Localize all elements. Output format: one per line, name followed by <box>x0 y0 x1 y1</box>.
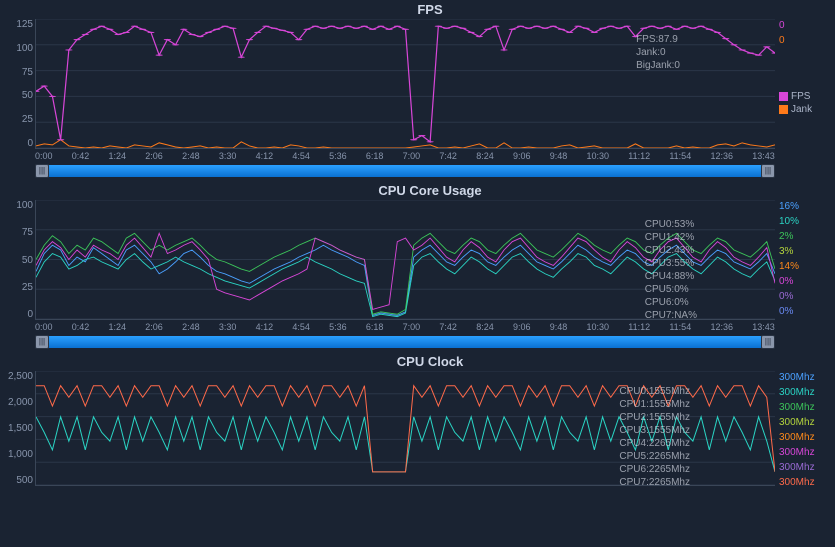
slider-handle-left[interactable]: ||| <box>35 335 49 349</box>
fps-time-slider[interactable]: ||| ||| <box>35 165 775 177</box>
cpu-usage-y-axis: 1007550250 <box>5 200 33 320</box>
fps-y-axis: 1251007550250 <box>5 19 33 149</box>
cpu-usage-chart-panel: CPU Core Usage % 1007550250 CPU0:53%CPU1… <box>0 181 835 352</box>
cpu-clock-right-values: 300Mhz300Mhz300Mhz300Mhz300Mhz300Mhz300M… <box>775 371 825 486</box>
cpu-clock-y-axis: 2,5002,0001,5001,000500 <box>5 371 33 486</box>
cpu-usage-x-axis: 0:000:421:242:062:483:304:124:545:366:18… <box>35 320 775 334</box>
fps-right-legend: 00FPSJank <box>775 19 825 149</box>
slider-handle-right[interactable]: ||| <box>761 335 775 349</box>
cpu-usage-right-values: 16%10%2%3%14%0%0%0% <box>775 200 825 320</box>
slider-handle-left[interactable]: ||| <box>35 164 49 178</box>
cpu-usage-time-slider[interactable]: ||| ||| <box>35 336 775 348</box>
cpu-usage-plot-area[interactable]: CPU0:53%CPU1:42%CPU2:43%CPU3:55%CPU4:88%… <box>35 200 775 320</box>
fps-plot-area[interactable]: FPS:87.9Jank:0BigJank:0 <box>35 19 775 149</box>
cpu-clock-stats-overlay: CPU0:1555MhzCPU1:1555MhzCPU2:1555MhzCPU3… <box>619 385 690 489</box>
fps-chart-title: FPS <box>35 2 825 17</box>
fps-chart-panel: FPS FPS 1251007550250 FPS:87.9Jank:0BigJ… <box>0 0 835 181</box>
cpu-clock-plot-area[interactable]: CPU0:1555MhzCPU1:1555MhzCPU2:1555MhzCPU3… <box>35 371 775 486</box>
slider-handle-right[interactable]: ||| <box>761 164 775 178</box>
fps-x-axis: 0:000:421:242:062:483:304:124:545:366:18… <box>35 149 775 163</box>
cpu-clock-chart-panel: CPU Clock MHz 2,5002,0001,5001,000500 CP… <box>0 352 835 488</box>
cpu-usage-chart-title: CPU Core Usage <box>35 183 825 198</box>
cpu-usage-stats-overlay: CPU0:53%CPU1:42%CPU2:43%CPU3:55%CPU4:88%… <box>645 218 697 322</box>
cpu-clock-chart-title: CPU Clock <box>35 354 825 369</box>
cpu-clock-y-axis-label: MHz <box>0 414 3 435</box>
fps-stats-overlay: FPS:87.9Jank:0BigJank:0 <box>636 33 680 72</box>
fps-y-axis-label: FPS <box>0 70 2 89</box>
